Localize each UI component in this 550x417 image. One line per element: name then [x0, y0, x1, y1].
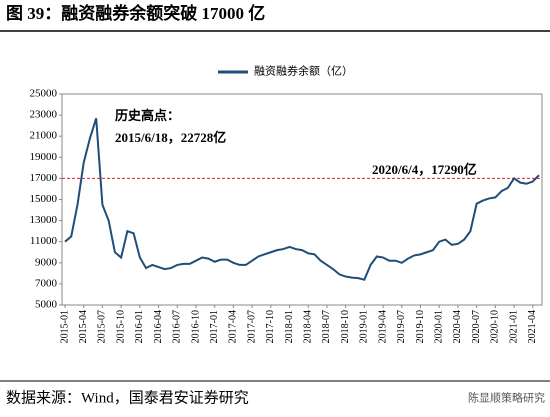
x-tick-label: 2016-01 [134, 310, 145, 343]
chart-title: 图 39：融资融券余额突破 17000 亿 [6, 3, 265, 23]
legend-label: 融资融券余额（亿） [254, 64, 353, 78]
x-tick-label: 2018-10 [340, 310, 351, 343]
y-tick-label: 7000 [35, 277, 58, 289]
x-tick-label: 2018-04 [303, 310, 314, 343]
x-tick-label: 2015-04 [78, 310, 89, 343]
x-tick-label: 2021-01 [508, 310, 519, 343]
y-tick-label: 9000 [35, 256, 58, 268]
line [64, 117, 540, 281]
x-tick-label: 2016-10 [190, 310, 201, 343]
x-tick-label: 2017-01 [209, 310, 220, 343]
x-tick-label: 2016-07 [172, 310, 183, 343]
x-tick-label: 2018-07 [321, 310, 332, 343]
x-tick-label: 2016-04 [153, 310, 164, 343]
y-tick-label: 25000 [30, 88, 58, 100]
x-tick-label: 2020-07 [471, 310, 482, 343]
x-tick-label: 2021-04 [527, 310, 538, 343]
x-tick-label: 2017-07 [246, 310, 257, 343]
x-tick-label: 2015-01 [59, 310, 70, 343]
x-tick-label: 2017-04 [228, 310, 239, 343]
y-tick-label: 5000 [35, 299, 58, 311]
x-tick-label: 2020-01 [434, 310, 445, 343]
annotation: 2015/6/18，22728亿 [115, 130, 226, 145]
plot-frame [61, 93, 543, 306]
y-tick-label: 21000 [30, 130, 58, 142]
x-tick-label: 2017-10 [265, 310, 276, 343]
y-tick-label: 13000 [30, 214, 58, 226]
x-tick-label: 2020-04 [452, 310, 463, 343]
x-tick-label: 2015-10 [115, 310, 126, 343]
x-tick-label: 2018-01 [284, 310, 295, 343]
x-tick-label: 2019-04 [377, 310, 388, 343]
x-tick-label: 2019-07 [396, 310, 407, 343]
y-tick-label: 19000 [30, 151, 58, 163]
y-tick-label: 23000 [30, 109, 58, 121]
y-tick-label: 11000 [30, 235, 58, 247]
x-tick-label: 2020-10 [490, 310, 501, 343]
watermark: 陈显顺策略研究 [468, 391, 545, 405]
annotation: 2020/6/4，17290亿 [372, 162, 477, 177]
y-tick-label: 15000 [30, 193, 58, 205]
y-tick-label: 17000 [30, 172, 58, 184]
x-tick-label: 2019-01 [359, 310, 370, 343]
x-tick-label: 2019-10 [415, 310, 426, 343]
source: 数据来源：Wind，国泰君安证券研究 [6, 389, 249, 406]
annotation: 历史高点： [115, 108, 180, 123]
x-tick-label: 2015-07 [97, 310, 108, 343]
